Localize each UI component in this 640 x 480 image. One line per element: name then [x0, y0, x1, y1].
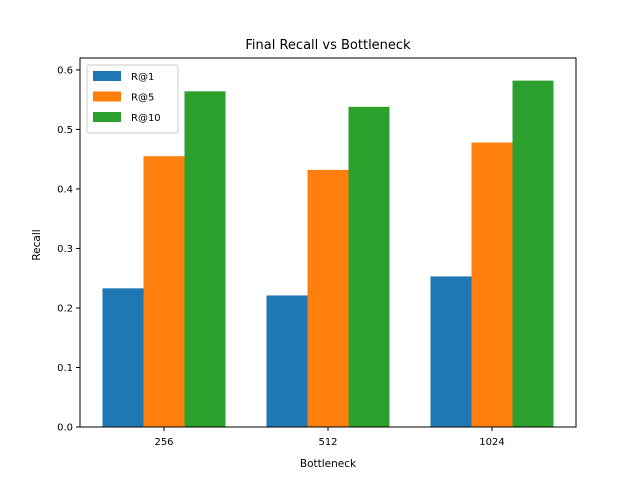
x-tick-label: 512 — [318, 437, 337, 448]
y-axis: 0.0 0.1 0.2 0.3 0.4 0.5 0.6 — [57, 65, 80, 434]
bar-R@1-512 — [266, 295, 308, 427]
bar-R@1-256 — [102, 288, 144, 427]
chart-title: Final Recall vs Bottleneck — [245, 38, 411, 53]
bar-R@10-512 — [348, 106, 390, 427]
x-axis: 256 512 1024 — [154, 427, 505, 448]
y-tick-label: 0.2 — [57, 303, 73, 314]
x-tick-label: 256 — [154, 437, 173, 448]
bar-R@5-512 — [307, 169, 349, 427]
y-tick-label: 0.3 — [57, 244, 73, 255]
bar-R@1-1024 — [430, 276, 472, 427]
legend-label-R@5: R@5 — [131, 93, 154, 104]
legend: R@1 R@5 R@10 — [86, 64, 179, 134]
y-tick-label: 0.6 — [57, 65, 73, 76]
y-tick-label: 0.5 — [57, 125, 73, 136]
bar-R@5-256 — [143, 156, 185, 428]
x-tick-label: 1024 — [479, 437, 504, 448]
y-axis-label: Recall — [31, 229, 43, 260]
legend-label-R@10: R@10 — [131, 113, 161, 124]
bar-R@5-1024 — [471, 142, 513, 427]
legend-swatch-R@1 — [93, 71, 121, 81]
bar-R@10-1024 — [512, 80, 554, 428]
y-tick-label: 0.0 — [57, 423, 73, 434]
bars-group — [102, 80, 554, 428]
y-tick-label: 0.4 — [57, 184, 73, 195]
y-tick-label: 0.1 — [57, 363, 73, 374]
x-axis-label: Bottleneck — [300, 458, 357, 470]
legend-label-R@1: R@1 — [131, 72, 154, 83]
bar-R@10-256 — [184, 91, 226, 427]
plot-frame — [79, 57, 577, 428]
legend-swatch-R@5 — [93, 91, 121, 102]
legend-swatch-R@10 — [93, 112, 121, 122]
